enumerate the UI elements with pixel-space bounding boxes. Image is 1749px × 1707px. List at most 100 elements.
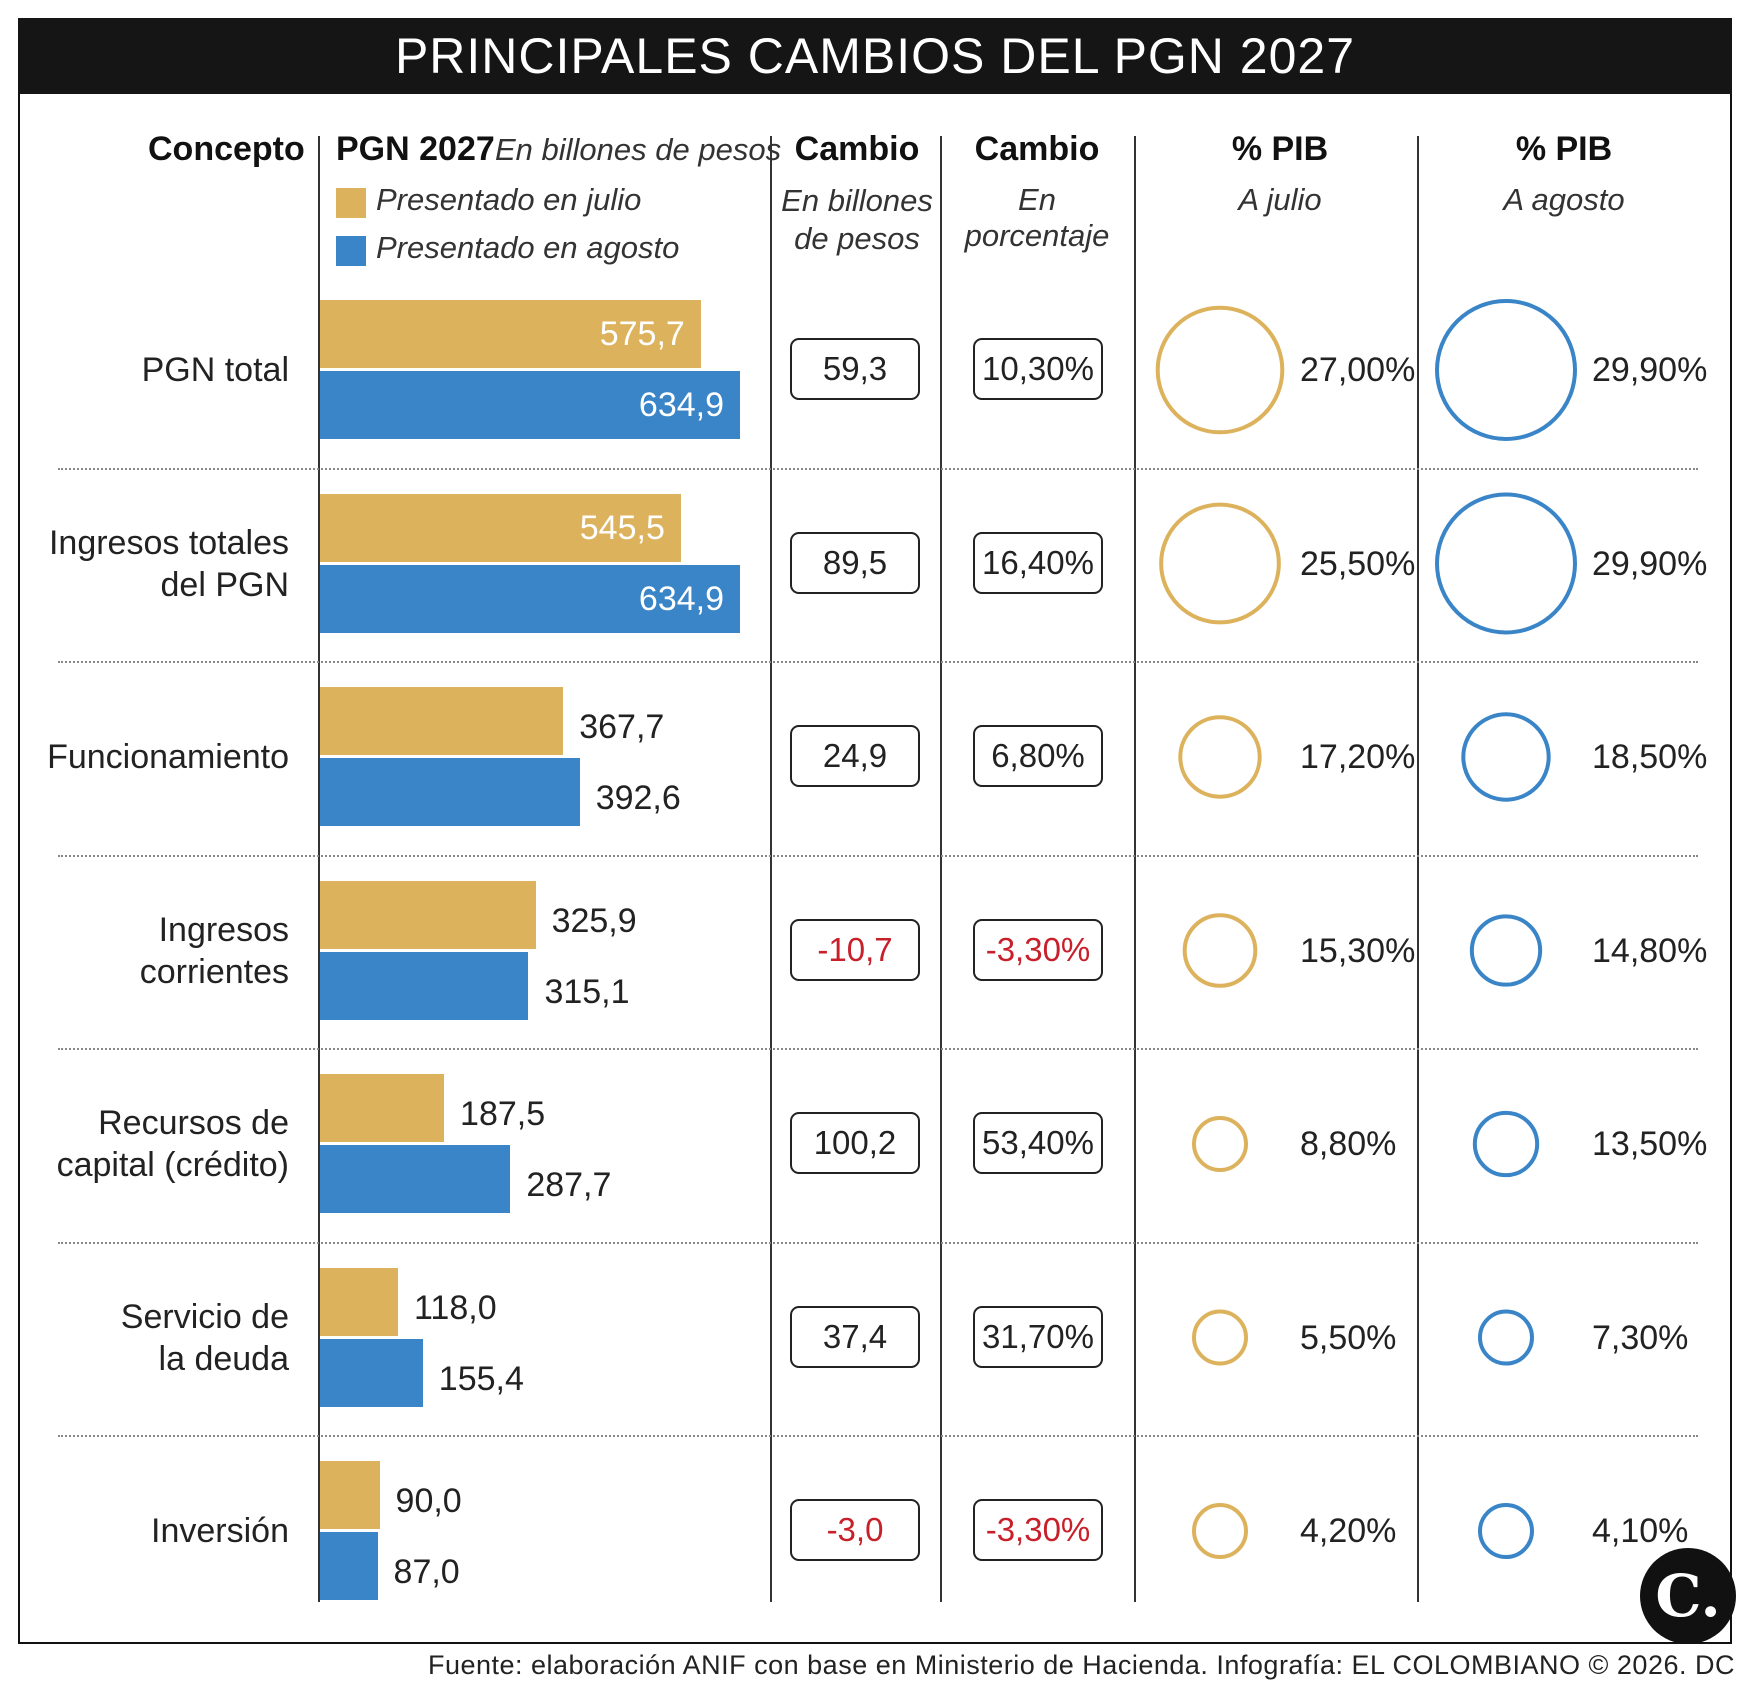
bar-value-label: 187,5 — [460, 1095, 546, 1133]
pib-agosto-circle — [1478, 1309, 1534, 1366]
row-label-line: capital (crédito) — [56, 1146, 289, 1184]
row-separator — [58, 854, 1698, 857]
bar-julio — [320, 1461, 380, 1529]
bar-value-label: 634,9 — [638, 579, 724, 618]
row-label: Recursos de capital (crédito) — [57, 1102, 289, 1186]
bar-julio — [320, 880, 536, 949]
row-separator — [58, 1435, 1698, 1437]
bar-julio — [320, 1267, 399, 1336]
header-pib-agosto: % PIB — [1515, 130, 1613, 168]
bar-agosto — [320, 951, 529, 1020]
bar-value-label: 287,7 — [526, 1166, 612, 1204]
bar-value-label: 367,7 — [579, 708, 665, 746]
bar-value-label: 315,1 — [544, 972, 630, 1011]
divider-pib-julio — [1134, 136, 1136, 1602]
bar-value-label: 90,0 — [395, 1482, 462, 1520]
pib-julio-value: 15,30% — [1300, 931, 1416, 970]
pib-julio-value: 17,20% — [1300, 738, 1416, 776]
el-colombiano-logo: C. — [1640, 1548, 1736, 1644]
change-percent-box: -3,30% — [973, 1499, 1103, 1561]
pib-agosto-circle — [1435, 492, 1577, 635]
legend-julio-label: Presentado en julio — [376, 182, 642, 217]
pib-julio-value: 25,50% — [1300, 544, 1416, 583]
pib-julio-circle — [1159, 502, 1281, 625]
pib-julio-value: 27,00% — [1300, 351, 1416, 389]
pib-julio-value: 4,20% — [1300, 1512, 1397, 1550]
divider-cambio-porcentaje — [940, 136, 942, 1602]
change-billions-box: 100,2 — [790, 1112, 920, 1174]
row-label-line: Recursos de — [98, 1104, 289, 1142]
pib-julio-value: 5,50% — [1300, 1318, 1397, 1357]
row-label: Servicio de la deuda — [121, 1296, 289, 1380]
pib-julio-circle — [1182, 913, 1258, 988]
pib-agosto-value: 4,10% — [1592, 1512, 1689, 1550]
pib-agosto-value: 29,90% — [1592, 544, 1708, 583]
divider-bars-axis — [318, 136, 320, 1602]
chart-title: PRINCIPALES CAMBIOS DEL PGN 2027 — [394, 28, 1356, 84]
row-label-line: Servicio de — [120, 1297, 289, 1336]
row-separator — [58, 1241, 1698, 1244]
pib-agosto-value: 29,90% — [1592, 351, 1708, 389]
bar-agosto — [320, 1532, 378, 1600]
legend-agosto-label: Presentado en agosto — [376, 230, 680, 265]
row-label-line: Ingresos — [158, 910, 289, 949]
header-pgn-sub: En billones de pesos — [495, 132, 782, 167]
header-cambio-porcentaje: Cambio — [974, 130, 1100, 168]
bar-agosto — [320, 1338, 423, 1407]
change-billions-box: 89,5 — [790, 531, 920, 594]
divider-pib-agosto — [1417, 136, 1419, 1602]
pib-julio-value: 8,80% — [1300, 1125, 1397, 1163]
bar-agosto — [320, 758, 580, 826]
legend-agosto-swatch — [336, 236, 366, 266]
row-label-line: Ingresos totales — [48, 523, 289, 562]
pib-agosto-value: 14,80% — [1592, 931, 1708, 970]
bar-value-label: 325,9 — [551, 901, 637, 940]
pib-julio-circle — [1192, 1309, 1248, 1366]
row-separator — [58, 467, 1698, 470]
row-label: Ingresos corrientes — [140, 909, 289, 993]
row-label-line: corrientes — [139, 952, 289, 991]
header-cambio-billones-sub: En billones de pesos — [781, 183, 933, 256]
header-pib-julio: % PIB — [1231, 130, 1329, 168]
pib-agosto-circle — [1461, 712, 1551, 802]
bar-agosto — [320, 1145, 511, 1213]
row-label: PGN total — [142, 349, 289, 391]
pib-agosto-circle — [1478, 1503, 1534, 1559]
change-percent-box: 31,70% — [973, 1305, 1103, 1368]
bar-value-label: 634,9 — [638, 386, 724, 424]
pib-agosto-value: 7,30% — [1592, 1318, 1689, 1357]
source-note: Fuente: elaboración ANIF con base en Min… — [427, 1650, 1735, 1680]
row-label-line: PGN total — [141, 351, 289, 389]
row-label-line: Funcionamiento — [47, 738, 289, 776]
bar-julio — [320, 300, 701, 368]
divider-cambio-billones — [770, 136, 772, 1602]
title-bar — [18, 18, 1732, 94]
bar-julio — [320, 1074, 445, 1142]
pib-agosto-circle — [1469, 914, 1543, 987]
bar-value-label: 155,4 — [438, 1359, 524, 1398]
change-billions-box: 37,4 — [790, 1305, 920, 1368]
row-label-line: del PGN — [160, 565, 290, 604]
bar-value-label: 575,7 — [599, 315, 685, 353]
pib-julio-circle — [1192, 1116, 1248, 1172]
row-separator — [58, 1048, 1698, 1050]
change-percent-box: -3,30% — [973, 918, 1103, 981]
header-pgn: PGN 2027 — [336, 130, 495, 168]
row-label: Funcionamiento — [47, 736, 289, 778]
row-label: Ingresos totales del PGN — [49, 522, 289, 606]
bar-value-label: 87,0 — [393, 1553, 460, 1591]
pib-agosto-value: 13,50% — [1592, 1125, 1708, 1163]
bar-value-label: 118,0 — [414, 1288, 497, 1327]
legend-julio-swatch — [336, 188, 366, 218]
header-concepto: Concepto — [148, 130, 305, 168]
bar-value-label: 392,6 — [595, 779, 681, 817]
bar-julio — [320, 687, 564, 755]
header-cambio-billones: Cambio — [794, 130, 920, 168]
header-pib-agosto-sub: A agosto — [1503, 182, 1625, 217]
change-billions-box: -10,7 — [790, 918, 920, 981]
change-billions-box: 24,9 — [790, 725, 920, 787]
change-percent-box: 53,40% — [973, 1112, 1103, 1174]
pib-julio-circle — [1155, 305, 1285, 435]
row-label-line: Inversión — [151, 1512, 289, 1550]
change-billions-box: -3,0 — [790, 1499, 920, 1561]
